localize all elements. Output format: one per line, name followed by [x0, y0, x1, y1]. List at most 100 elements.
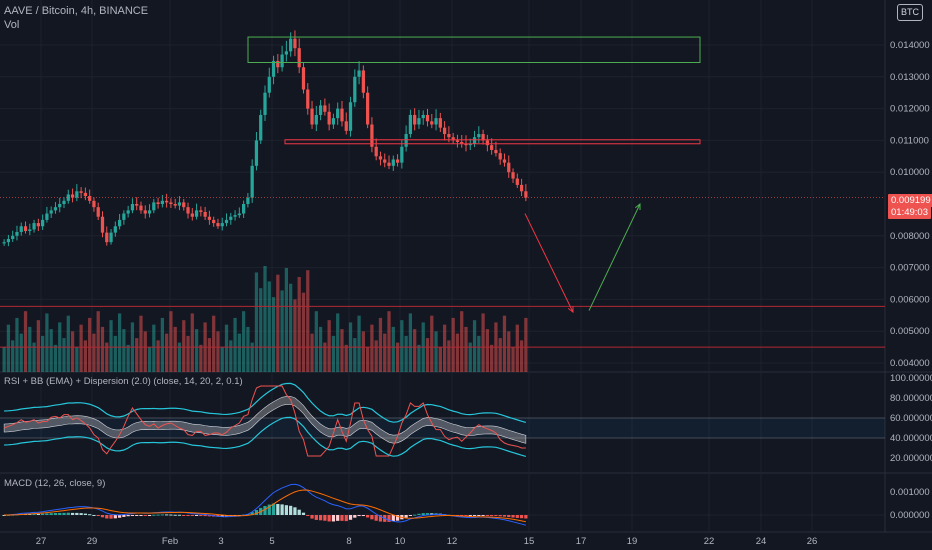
candle-body [79, 191, 83, 193]
candle-body [357, 70, 361, 77]
candle-body [408, 114, 413, 135]
candle-body [447, 134, 451, 138]
volume-bar [224, 324, 229, 372]
candle-body [96, 207, 100, 217]
macd-histogram-bar [105, 515, 109, 519]
macd-histogram-bar [417, 513, 421, 515]
candle-body [139, 205, 143, 211]
macd-histogram-bar [83, 513, 88, 515]
volume-bar [297, 276, 301, 372]
candle-body [344, 121, 348, 131]
volume-bar [507, 331, 511, 372]
macd-title[interactable]: MACD (12, 26, close, 9) [4, 478, 106, 489]
macd-histogram-bar [49, 513, 53, 515]
up-arrow-head [635, 202, 641, 211]
up-arrow [588, 203, 641, 311]
time-tick-label: 17 [576, 536, 587, 547]
macd-histogram-bar [502, 515, 507, 517]
macd-histogram-bar [301, 512, 306, 515]
volume-bar [331, 335, 336, 372]
volume-bar [455, 333, 460, 372]
currency-button[interactable]: BTC [897, 4, 923, 21]
candle-body [105, 232, 109, 243]
macd-histogram-bar [100, 515, 105, 518]
candle-body [468, 143, 472, 146]
volume-bar [49, 329, 53, 372]
price-tick-label: 0.006000 [890, 294, 930, 305]
macd-histogram-bar [130, 515, 135, 516]
macd-histogram-bar [490, 515, 494, 516]
candle-body [366, 92, 370, 125]
volume-bar [336, 313, 340, 372]
candle-body [276, 60, 280, 68]
volume-bar [241, 311, 246, 372]
volume-bar [122, 329, 126, 372]
volume-bar [41, 335, 45, 372]
price-tick-label: 0.012000 [890, 104, 930, 115]
candle-body [32, 223, 36, 230]
macd-histogram-bar [391, 515, 395, 522]
volume-bar [391, 326, 395, 372]
candle-body [207, 216, 212, 220]
candle-body [109, 232, 113, 243]
candle-body [515, 178, 519, 185]
candle-body [293, 38, 297, 49]
volume-bar [524, 317, 528, 372]
macd-histogram-bar [173, 514, 177, 516]
volume-bar [515, 324, 519, 372]
candle-body [224, 219, 229, 224]
candle-body [477, 134, 481, 138]
macd-histogram-bar [41, 513, 45, 515]
macd-histogram-bar [318, 515, 323, 521]
macd-histogram-bar [494, 515, 498, 516]
candle-body [370, 124, 374, 147]
macd-histogram-bar [190, 515, 194, 516]
green-zone-box [247, 36, 701, 63]
volume-bar [194, 329, 199, 372]
macd-histogram-bar [45, 513, 49, 515]
candle-body [280, 54, 284, 68]
macd-histogram-bar [156, 514, 160, 516]
macd-histogram-bar [498, 515, 502, 517]
macd-histogram-bar [366, 515, 370, 518]
candle-body [340, 108, 344, 122]
time-tick-label: 3 [218, 536, 223, 547]
candle-body [113, 226, 117, 233]
candle-body [126, 210, 130, 214]
volume-bar [19, 333, 23, 372]
macd-histogram-bar [524, 515, 528, 519]
candle-body [237, 213, 241, 216]
macd-histogram-bar [194, 515, 199, 516]
volume-bar [66, 315, 70, 372]
volume-bar [284, 267, 289, 372]
candle-body [434, 118, 438, 125]
volume-bar [15, 317, 19, 372]
macd-histogram-bar [374, 515, 378, 521]
macd-histogram-bar [293, 507, 297, 515]
candle-body [15, 231, 19, 236]
candle-body [117, 219, 122, 227]
macd-histogram-bar [135, 515, 139, 516]
volume-bar [395, 342, 400, 372]
price-tick-label: 0.010000 [890, 167, 930, 178]
candle-body [284, 51, 289, 55]
volume-bar [451, 317, 455, 372]
volume-bar [216, 331, 220, 372]
candle-body [297, 48, 301, 68]
rsi-title[interactable]: RSI + BB (EMA) + Dispersion (2.0) (close… [4, 376, 243, 387]
time-tick-label: 8 [346, 536, 351, 547]
volume-bar [6, 324, 11, 372]
price-axis: 0.014000 0.013000 0.012000 0.011000 0.010000… [890, 40, 930, 369]
volume-bar [276, 274, 280, 372]
macd-histogram-bar [481, 515, 485, 516]
volume-bar [79, 324, 83, 372]
volume-bar [408, 313, 413, 372]
candle-body [45, 213, 49, 220]
symbol-title[interactable]: AAVE / Bitcoin, 4h, BINANCE [4, 5, 149, 17]
candle-body [11, 235, 15, 239]
volume-bar [126, 344, 130, 372]
volume-bar [177, 342, 182, 372]
candle-body [430, 121, 434, 125]
macd-histogram-bar [284, 505, 289, 515]
